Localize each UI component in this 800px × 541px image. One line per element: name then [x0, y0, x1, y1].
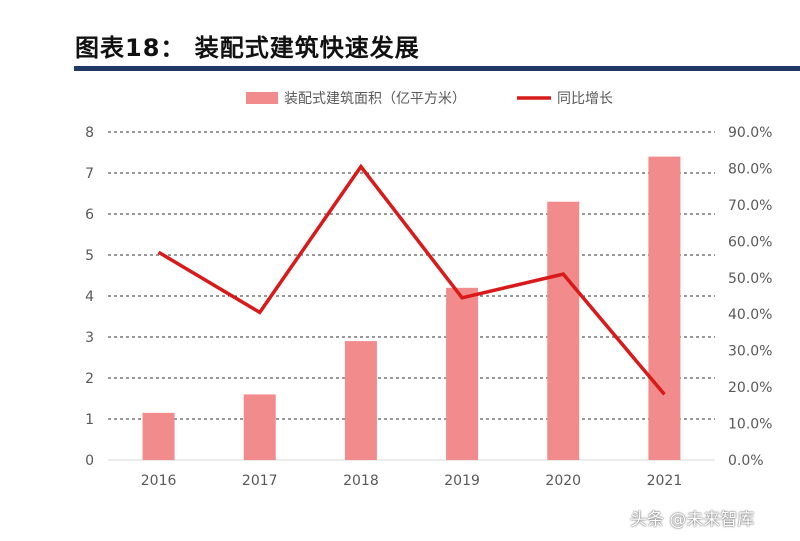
bar: [142, 412, 175, 460]
bars: [142, 156, 681, 460]
legend: 装配式建筑面积（亿平方米） 同比增长: [246, 91, 613, 107]
right-axis-tick-label: 80.0%: [728, 161, 772, 177]
legend-line-label: 同比增长: [557, 91, 613, 107]
x-axis-tick-label: 2018: [343, 473, 379, 489]
right-axis-tick-label: 10.0%: [728, 417, 772, 433]
left-axis-tick-label: 7: [85, 166, 94, 182]
left-axis-tick-label: 0: [85, 453, 94, 469]
left-axis-tick-label: 5: [85, 248, 94, 264]
gridlines: [108, 131, 715, 461]
right-axis-tick-label: 40.0%: [728, 307, 772, 323]
left-axis-tick-label: 1: [85, 412, 94, 428]
right-axis-tick-label: 70.0%: [728, 198, 772, 214]
bar: [547, 201, 580, 460]
growth-line-path: [157, 163, 666, 396]
x-axis-tick-label: 2020: [545, 473, 581, 489]
x-axis-tick-label: 2017: [242, 473, 278, 489]
bar: [446, 287, 479, 460]
right-axis-tick-label: 20.0%: [728, 380, 772, 396]
x-axis-tick-label: 2019: [444, 473, 480, 489]
right-axis-tick-label: 0.0%: [728, 453, 764, 469]
left-axis-ticks: 0 1 2 3 4 5 6 7 8: [85, 125, 94, 469]
x-axis-tick-label: 2021: [647, 473, 683, 489]
right-axis-tick-label: 30.0%: [728, 344, 772, 360]
figure-title: 图表18： 装配式建筑快速发展: [75, 34, 420, 62]
left-axis-tick-label: 8: [85, 125, 94, 141]
right-axis-tick-label: 60.0%: [728, 234, 772, 250]
x-axis-tick-label: 2016: [141, 473, 177, 489]
right-axis-tick-label: 50.0%: [728, 271, 772, 287]
bar: [243, 394, 276, 460]
right-axis-ticks: 0.0% 10.0% 20.0% 30.0% 40.0% 50.0% 60.0% 70.0% 8…: [728, 125, 772, 469]
left-axis-tick-label: 6: [85, 207, 94, 223]
left-axis-tick-label: 4: [85, 289, 94, 305]
legend-bar-label: 装配式建筑面积（亿平方米）: [284, 91, 466, 107]
legend-bar-swatch: [246, 92, 278, 104]
x-axis-ticks: 2016 2017 2018 2019 2020 2021: [141, 473, 682, 489]
bar: [344, 341, 377, 460]
title-divider: [74, 66, 800, 71]
growth-line: [157, 163, 666, 396]
left-axis-tick-label: 3: [85, 330, 94, 346]
bar: [648, 156, 681, 460]
watermark: 头条 @未来智库: [630, 510, 755, 530]
left-axis-tick-label: 2: [85, 371, 94, 387]
right-axis-tick-label: 90.0%: [728, 125, 772, 141]
